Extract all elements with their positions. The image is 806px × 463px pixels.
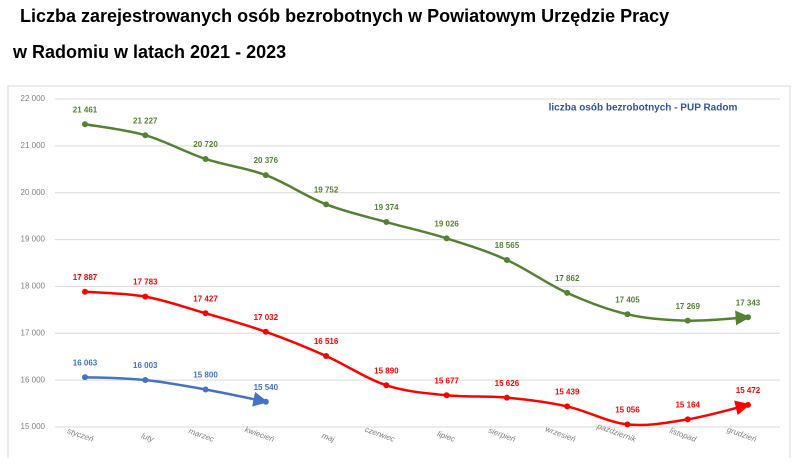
data-point [443, 235, 450, 242]
y-tick-label: 17 000 [21, 328, 46, 337]
data-label: 17 783 [133, 278, 158, 287]
data-point [383, 382, 390, 389]
y-tick-label: 15 000 [21, 422, 46, 431]
data-label: 16 003 [133, 361, 158, 370]
y-tick-label: 21 000 [21, 141, 46, 150]
y-tick-label: 18 000 [21, 282, 46, 291]
data-label: 15 439 [555, 388, 580, 397]
x-tick-label: listopad [668, 426, 698, 444]
data-point [202, 310, 209, 317]
data-point [202, 155, 209, 162]
x-tick-label: maj [321, 431, 336, 444]
data-label: 18 565 [495, 241, 520, 250]
data-point [684, 317, 691, 324]
data-label: 17 343 [736, 298, 761, 307]
data-label: 15 540 [254, 383, 279, 392]
data-label: 17 405 [615, 295, 640, 304]
data-label: 17 032 [254, 313, 279, 322]
data-label: 19 752 [314, 185, 339, 194]
data-label: 15 472 [736, 386, 761, 395]
data-point [684, 416, 691, 423]
x-tick-label: czerwiec [364, 425, 396, 444]
data-point [142, 293, 149, 300]
x-tick-label: lipiec [436, 429, 456, 444]
data-label: 20 720 [193, 140, 218, 149]
data-point [262, 172, 269, 179]
x-tick-label: styczeń [66, 426, 95, 444]
data-point [202, 386, 209, 393]
data-point [745, 401, 751, 408]
data-point [82, 374, 88, 381]
x-tick-label: luty [140, 431, 156, 444]
data-label: 15 626 [495, 379, 520, 388]
data-label: 19 026 [434, 219, 459, 228]
x-tick-label: sierpień [487, 426, 517, 444]
data-label: 16 516 [314, 337, 339, 346]
data-point [564, 403, 571, 410]
data-point [443, 392, 450, 399]
x-tick-label: marzec [187, 426, 215, 443]
data-point [624, 311, 631, 318]
data-label: 19 374 [374, 203, 399, 212]
data-point [564, 289, 571, 296]
chart-title: w Radomiu w latach 2021 - 2023 [12, 42, 286, 62]
data-label: 21 227 [133, 116, 158, 125]
data-point [82, 288, 88, 295]
data-label: 15 890 [374, 366, 399, 375]
data-label: 17 887 [73, 273, 98, 282]
x-tick-label: kwiecień [244, 425, 276, 444]
data-point [82, 121, 88, 128]
x-tick-label: wrzesień [544, 425, 577, 444]
x-tick-label: grudzień [726, 425, 758, 444]
data-point [503, 394, 510, 401]
data-label: 15 677 [434, 376, 459, 385]
data-label: 15 056 [615, 405, 640, 414]
data-point [142, 377, 149, 384]
data-label: 17 269 [675, 302, 700, 311]
data-point [323, 201, 330, 208]
data-label: 15 800 [193, 371, 218, 380]
data-label: 17 427 [193, 294, 218, 303]
data-label: 16 063 [73, 358, 98, 367]
data-point [323, 352, 330, 359]
series-line [84, 290, 751, 427]
y-tick-label: 20 000 [21, 188, 46, 197]
data-point [142, 132, 149, 139]
series-line [84, 123, 751, 326]
data-label: 17 862 [555, 274, 580, 283]
data-label: 21 461 [73, 105, 98, 114]
y-tick-label: 19 000 [21, 235, 46, 244]
data-point [262, 328, 269, 335]
data-label: 20 376 [254, 156, 279, 165]
data-point [745, 314, 751, 321]
annotation: liczba osób bezrobotnych - PUP Radom [549, 103, 738, 114]
chart-frame [7, 85, 791, 463]
data-point [624, 421, 631, 428]
y-tick-label: 22 000 [21, 94, 46, 103]
data-label: 15 164 [675, 400, 700, 409]
y-tick-label: 16 000 [21, 375, 46, 384]
data-point [262, 398, 269, 405]
series-line [84, 375, 269, 407]
data-point [383, 219, 390, 226]
data-point [503, 256, 510, 263]
chart-title: Liczba zarejestrowanych osób bezrobotnyc… [20, 6, 669, 26]
